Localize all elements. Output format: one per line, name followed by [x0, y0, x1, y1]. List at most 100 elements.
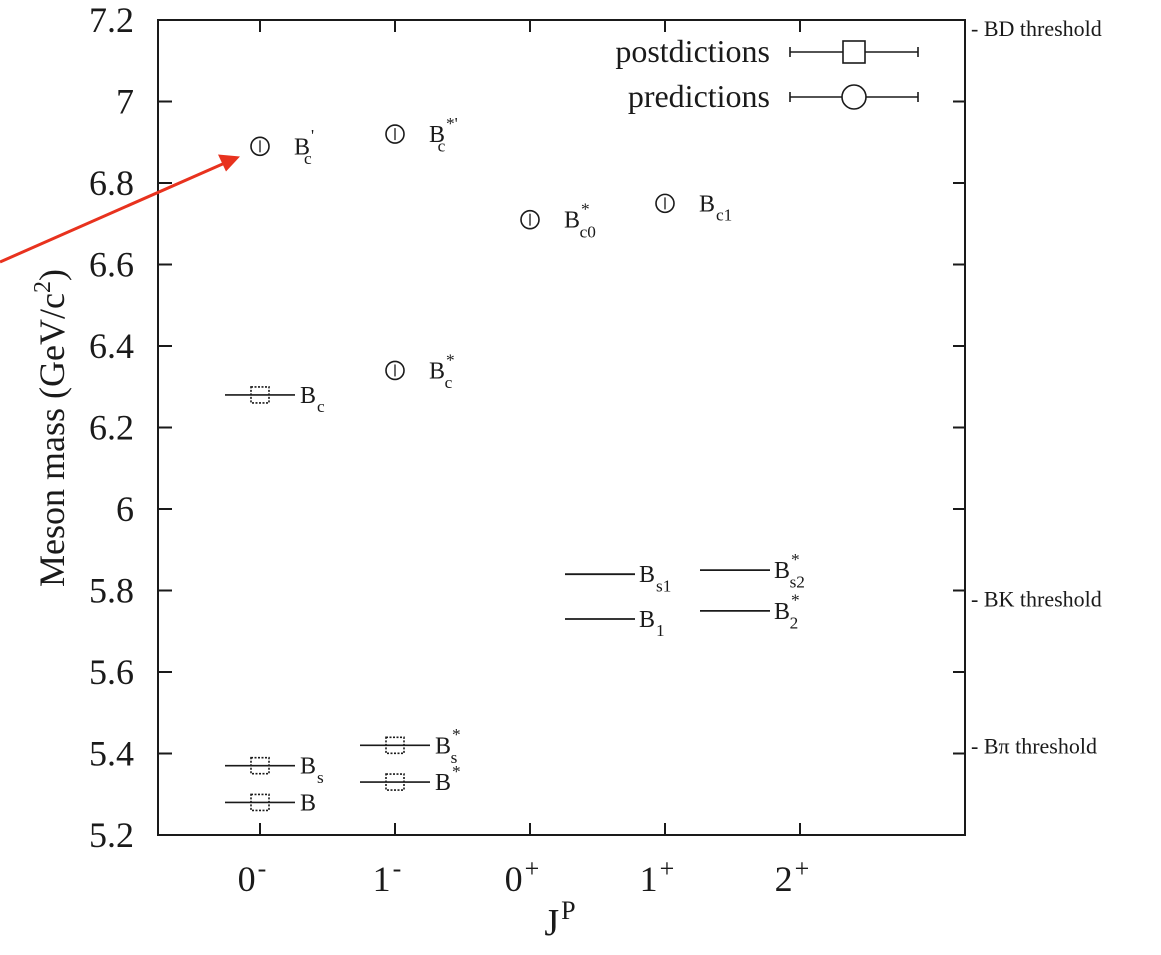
x-tick-label-base: 0	[238, 859, 256, 899]
legend-label: postdictions	[615, 33, 770, 69]
x-tick-label-base: 1	[373, 859, 391, 899]
level-label-sup: *	[791, 591, 800, 610]
legend-label: predictions	[628, 78, 770, 114]
y-tick-label: 6.6	[89, 245, 134, 285]
level-label: Bs1	[639, 562, 671, 595]
prediction-label-base: B	[564, 208, 580, 234]
postdiction-label-base: B	[435, 770, 451, 796]
postdiction-point	[250, 386, 270, 404]
x-tick-label-sup: -	[393, 854, 402, 883]
prediction-label-sup: *'	[446, 114, 458, 133]
axis-title-group: Meson mass (GeV/c2) JP	[30, 269, 576, 944]
level-label: B* s2	[774, 550, 805, 592]
postdiction-point	[385, 773, 405, 791]
prediction-label-sub: c0	[580, 222, 596, 241]
postdiction-point	[385, 736, 405, 755]
tick-group: 5.25.45.65.866.26.46.66.877.20- 1- 0+ 1+ 2+	[89, 0, 965, 899]
postdiction-label: B	[300, 790, 316, 816]
prediction-point	[385, 124, 405, 144]
level-label: B1	[639, 607, 665, 640]
prediction-label-sup: '	[311, 126, 314, 145]
level-label-sub: s2	[790, 573, 805, 592]
postdiction-label-sup: *	[452, 762, 461, 781]
threshold-label: - BD threshold	[971, 16, 1102, 41]
x-tick-label-sup: +	[525, 854, 540, 883]
postdiction-label: Bc	[300, 383, 325, 416]
postdiction-label-sub: c	[317, 397, 325, 416]
legend-circle-marker	[841, 84, 867, 110]
prediction-label: B*' c	[429, 114, 458, 156]
prediction-label-sub: c	[304, 149, 312, 168]
legend-square-marker	[842, 40, 866, 64]
prediction-label-sup: *	[581, 199, 590, 218]
postdiction-label: B* s	[435, 725, 461, 767]
postdiction-point	[250, 793, 270, 812]
level-label-sub: s1	[656, 576, 671, 595]
postdiction-label: Bs	[300, 754, 324, 787]
prediction-label-sub: c	[438, 137, 446, 156]
prediction-label: Bc1	[699, 191, 732, 224]
y-tick-label: 6.8	[89, 163, 134, 203]
threshold-label: - Bπ threshold	[971, 733, 1097, 758]
postdiction-label-base: B	[300, 754, 316, 780]
legend: postdictions predictions	[615, 33, 919, 114]
level-label: B* 2	[774, 591, 800, 633]
level-label-sub: 1	[656, 621, 665, 640]
x-tick-label-base: 1	[640, 859, 658, 899]
x-tick-label: 0-	[238, 854, 267, 899]
y-axis-title: Meson mass (GeV/c2)	[30, 269, 72, 587]
level-label-base: B	[774, 599, 790, 625]
prediction-point	[520, 209, 540, 230]
x-axis-title-sup: P	[561, 896, 575, 925]
x-axis-title-base: J	[544, 902, 559, 944]
prediction-label-base: B	[429, 358, 445, 384]
prediction-label: B* c0	[564, 199, 596, 241]
prediction-label-sub: c1	[716, 205, 732, 224]
postdiction-label-sup: *	[452, 725, 461, 744]
level-label-base: B	[774, 558, 790, 584]
x-tick-label: 1+	[640, 854, 675, 899]
level-label-base: B	[639, 607, 655, 633]
annotation-arrow-head	[218, 154, 240, 172]
postdiction-label-sub: s	[451, 748, 458, 767]
prediction-label: B' c	[294, 126, 314, 168]
x-tick-label-base: 2	[775, 859, 793, 899]
y-tick-label: 7	[116, 82, 134, 122]
y-tick-label: 6	[116, 489, 134, 529]
y-tick-label: 5.6	[89, 652, 134, 692]
prediction-point	[385, 360, 405, 381]
prediction-point	[250, 136, 270, 157]
threshold-group: - BD threshold - BK threshold - Bπ thresho…	[971, 16, 1102, 758]
y-tick-label: 5.4	[89, 734, 134, 774]
x-tick-label-sup: -	[258, 854, 267, 883]
postdiction-label-base: B	[300, 790, 316, 816]
y-tick-label: 5.8	[89, 571, 134, 611]
x-tick-label-sup: +	[795, 854, 810, 883]
prediction-label-base: B	[699, 191, 715, 217]
prediction-label-base: B	[429, 122, 445, 148]
annotation-group	[0, 154, 240, 264]
prediction-label: B* c	[429, 350, 455, 392]
threshold-label: - BK threshold	[971, 587, 1102, 612]
level-label-base: B	[639, 562, 655, 588]
x-tick-label: 2+	[775, 854, 810, 899]
postdiction-label-sub: s	[317, 768, 324, 787]
x-axis-title: JP	[544, 896, 575, 944]
prediction-label-sub: c	[445, 373, 453, 392]
postdiction-label-base: B	[300, 383, 316, 409]
x-tick-label-sup: +	[660, 854, 675, 883]
prediction-label-base: B	[294, 134, 310, 160]
y-tick-label: 5.2	[89, 815, 134, 855]
postdiction-label-base: B	[435, 733, 451, 759]
prediction-label-sup: *	[446, 350, 455, 369]
prediction-point	[655, 193, 675, 214]
y-tick-label: 6.2	[89, 408, 134, 448]
x-tick-label-base: 0	[505, 859, 523, 899]
y-tick-label: 7.2	[89, 0, 134, 40]
x-tick-label: 0+	[505, 854, 540, 899]
level-label-sup: *	[791, 550, 800, 569]
